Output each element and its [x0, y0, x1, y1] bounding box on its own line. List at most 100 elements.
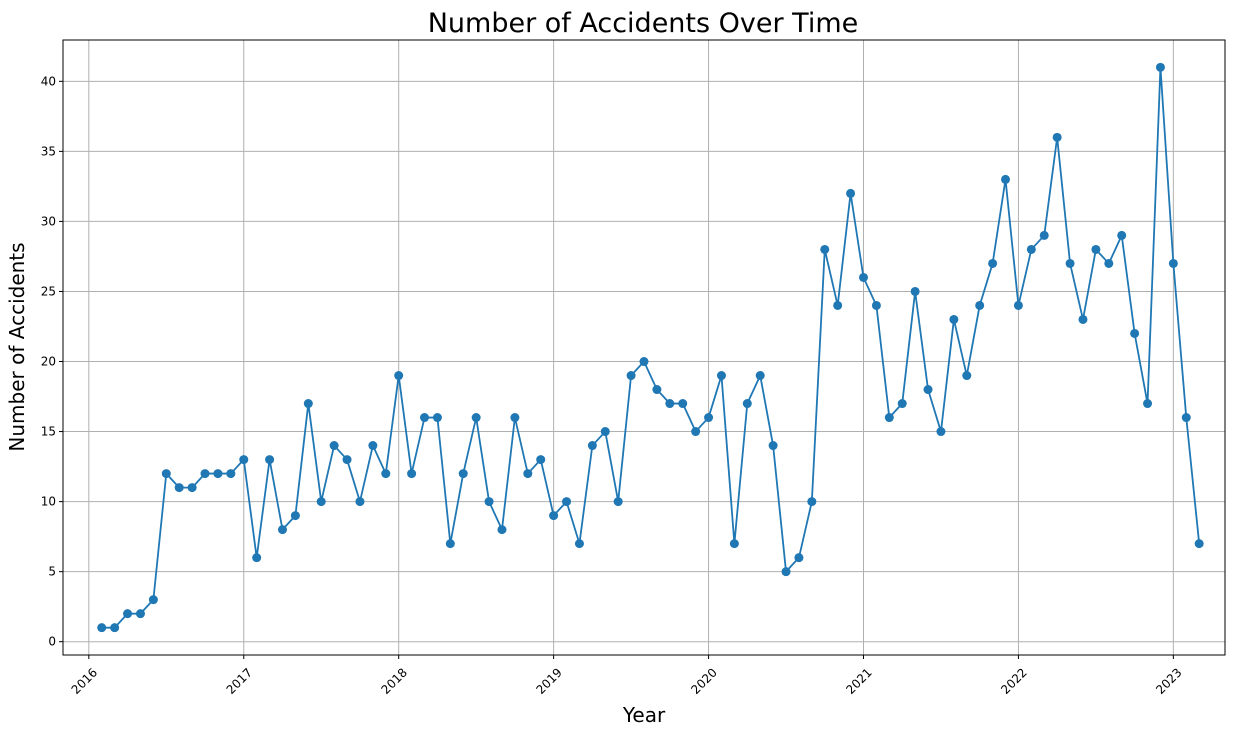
data-point	[497, 525, 507, 535]
y-tick-label: 10	[41, 495, 56, 509]
data-point	[549, 511, 559, 521]
data-point	[652, 385, 662, 395]
data-point	[1026, 244, 1036, 254]
data-point	[252, 553, 262, 563]
grid-lines	[63, 40, 1225, 655]
data-point	[1091, 244, 1101, 254]
data-point	[1001, 174, 1011, 184]
data-point	[536, 455, 546, 465]
data-point	[936, 427, 946, 437]
data-point	[148, 595, 158, 605]
data-point	[910, 286, 920, 296]
data-point	[923, 385, 933, 395]
data-point	[355, 497, 365, 507]
x-tick-label: 2017	[224, 665, 255, 696]
data-point	[1168, 258, 1178, 268]
x-tick-label: 2019	[533, 665, 564, 696]
data-point	[562, 497, 572, 507]
data-point	[1065, 258, 1075, 268]
data-point	[445, 539, 455, 549]
data-point	[1194, 539, 1204, 549]
data-point	[781, 567, 791, 577]
y-tick-label: 30	[41, 214, 56, 228]
data-point	[1143, 399, 1153, 409]
data-point	[884, 413, 894, 423]
data-point	[1181, 413, 1191, 423]
data-point	[471, 413, 481, 423]
data-point	[665, 399, 675, 409]
data-point	[1052, 132, 1062, 142]
data-point	[265, 455, 275, 465]
data-point	[949, 314, 959, 324]
data-point	[871, 300, 881, 310]
plot-frame	[62, 39, 1226, 656]
data-point	[110, 623, 120, 633]
data-point	[1130, 328, 1140, 338]
x-tick-label: 2023	[1153, 665, 1184, 696]
data-point	[368, 441, 378, 451]
x-tick-label: 2018	[379, 665, 410, 696]
data-point	[290, 511, 300, 521]
data-point	[691, 427, 701, 437]
data-point	[407, 469, 417, 479]
y-tick-label: 35	[41, 144, 56, 158]
data-point	[574, 539, 584, 549]
data-point	[742, 399, 752, 409]
data-point	[1117, 230, 1127, 240]
x-axis-label: Year	[622, 703, 666, 727]
data-point	[123, 609, 133, 619]
data-point	[510, 413, 520, 423]
data-series	[97, 62, 1204, 633]
data-point	[807, 497, 817, 507]
axis-ticks: 0 5 10 15 20 25 30 35 40 2016 2017 2018 2019 2020 2021…	[41, 74, 1185, 697]
data-point	[239, 455, 249, 465]
data-point	[523, 469, 533, 479]
data-point	[226, 469, 236, 479]
data-point	[135, 609, 145, 619]
data-point	[639, 357, 649, 367]
data-point	[394, 371, 404, 381]
y-tick-label: 20	[41, 355, 56, 369]
data-point	[975, 300, 985, 310]
x-tick-label: 2022	[998, 665, 1029, 696]
data-point	[1039, 230, 1049, 240]
data-point	[820, 244, 830, 254]
y-axis-label: Number of Accidents	[5, 242, 29, 451]
data-point	[755, 371, 765, 381]
data-point	[329, 441, 339, 451]
data-point	[587, 441, 597, 451]
data-point	[962, 371, 972, 381]
data-point	[794, 553, 804, 563]
y-tick-label: 25	[41, 284, 56, 298]
x-tick-label: 2020	[688, 665, 719, 696]
data-point	[97, 623, 107, 633]
data-point	[381, 469, 391, 479]
y-tick-label: 0	[48, 635, 56, 649]
data-point	[316, 497, 326, 507]
data-point	[833, 300, 843, 310]
data-point	[678, 399, 688, 409]
chart-title: Number of Accidents Over Time	[428, 8, 859, 39]
data-point	[1078, 314, 1088, 324]
data-point	[432, 413, 442, 423]
data-point	[858, 272, 868, 282]
data-point	[187, 483, 197, 493]
data-point	[846, 188, 856, 198]
data-point	[484, 497, 494, 507]
data-point	[600, 427, 610, 437]
data-point	[1155, 62, 1165, 72]
y-tick-label: 15	[41, 425, 56, 439]
data-point	[704, 413, 714, 423]
data-point	[174, 483, 184, 493]
data-point	[200, 469, 210, 479]
data-point	[897, 399, 907, 409]
data-point	[277, 525, 287, 535]
data-point	[161, 469, 171, 479]
x-tick-label: 2016	[69, 665, 100, 696]
data-point	[613, 497, 623, 507]
data-point	[988, 258, 998, 268]
y-tick-label: 40	[41, 74, 56, 88]
data-point	[420, 413, 430, 423]
data-point	[1013, 300, 1023, 310]
